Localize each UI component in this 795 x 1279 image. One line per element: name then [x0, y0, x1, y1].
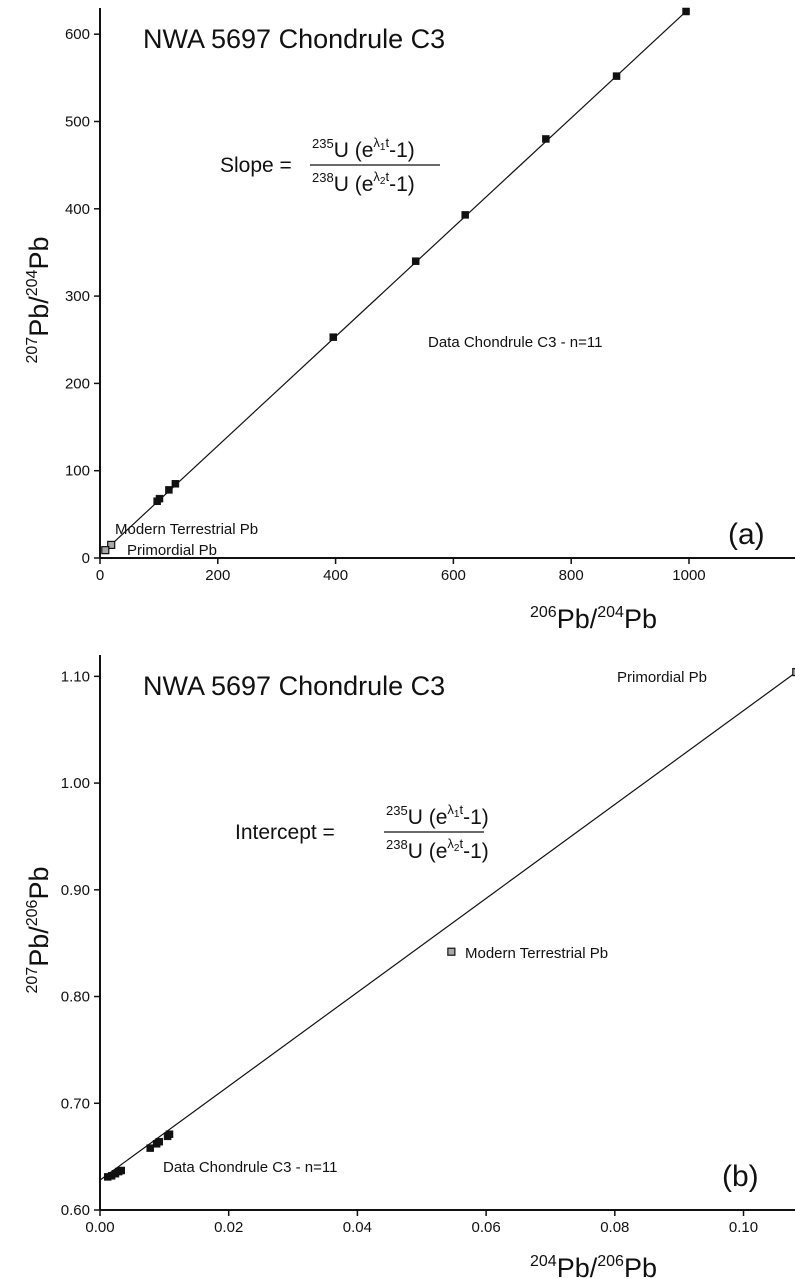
- data-point: [612, 72, 621, 80]
- chart-panel-b: 0.60 0.70 0.80 0.90 1.00 1.10 0.00 0.02 0.04 0.06…: [24, 655, 795, 1279]
- y-axis-label: 207Pb/204Pb: [24, 237, 54, 364]
- series-label: Primordial Pb: [617, 669, 707, 686]
- y-tick-label: 500: [65, 113, 90, 130]
- y-tick-label: 100: [65, 463, 90, 480]
- x-tick-label: 200: [205, 567, 230, 584]
- data-point: [117, 1166, 125, 1175]
- y-tick-label: 0.70: [61, 1095, 90, 1112]
- series-label: Modern Terrestrial Pb: [115, 521, 258, 538]
- y-tick-label: 1.10: [61, 668, 90, 685]
- x-tick-label: 0.04: [343, 1219, 372, 1236]
- y-axis-label: 207Pb/206Pb: [24, 867, 54, 994]
- y-tick-label: 0: [82, 550, 90, 567]
- x-tick-label: 600: [441, 567, 466, 584]
- formula-numerator: 235U (eλ1t-1): [312, 135, 415, 162]
- data-point: [542, 135, 550, 143]
- data-point: [165, 1130, 174, 1138]
- data-point: [411, 257, 420, 265]
- data-point: [155, 1137, 163, 1146]
- data-point: [171, 480, 180, 488]
- x-tick-label: 0.08: [600, 1219, 629, 1236]
- data-point: [682, 7, 690, 16]
- x-tick-label: 1000: [672, 567, 705, 584]
- series-label: Data Chondrule C3 - n=11: [428, 334, 602, 351]
- x-tick-label: 0.00: [85, 1219, 114, 1236]
- y-tick-label: 200: [65, 375, 90, 392]
- x-tick-label: 800: [559, 567, 584, 584]
- series-label: Modern Terrestrial Pb: [465, 945, 608, 962]
- x-tick-label: 0: [96, 567, 104, 584]
- reference-point: [101, 546, 110, 555]
- formula-lhs: Intercept =: [235, 821, 335, 844]
- data-point: [329, 333, 337, 341]
- y-tick-label: 1.00: [61, 775, 90, 792]
- formula-numerator: 235U (eλ1t-1): [386, 802, 489, 829]
- chart-title: NWA 5697 Chondrule C3: [143, 671, 445, 701]
- chart-title: NWA 5697 Chondrule C3: [143, 24, 445, 54]
- formula-lhs: Slope =: [220, 154, 292, 177]
- regression-line: [104, 11, 687, 551]
- reference-point: [107, 540, 116, 550]
- x-axis-label: 206Pb/204Pb: [530, 604, 657, 634]
- formula-denominator: 238U (eλ2t-1): [386, 836, 489, 863]
- chart-panel-a: 0 100 200 300 400 500 600 0 200 400 600 800 1000 Data…: [24, 7, 795, 634]
- data-point: [155, 494, 164, 503]
- data-point: [165, 486, 173, 494]
- regression-line: [99, 672, 795, 1181]
- reference-point: [792, 667, 795, 677]
- x-tick-label: 0.02: [214, 1219, 243, 1236]
- panel-label: (a): [728, 518, 765, 551]
- y-tick-label: 600: [65, 26, 90, 43]
- series-label: Data Chondrule C3 - n=11: [163, 1159, 337, 1176]
- data-point: [461, 211, 469, 219]
- x-axis-label: 204Pb/206Pb: [530, 1253, 657, 1279]
- data-point: [146, 1144, 154, 1152]
- x-tick-label: 0.06: [472, 1219, 501, 1236]
- y-tick-label: 300: [65, 288, 90, 305]
- formula-denominator: 238U (eλ2t-1): [312, 169, 415, 196]
- y-tick-label: 0.90: [61, 882, 90, 899]
- panel-label: (b): [722, 1160, 759, 1193]
- series-label: Primordial Pb: [127, 542, 217, 559]
- x-tick-label: 0.10: [729, 1219, 758, 1236]
- y-tick-label: 0.80: [61, 989, 90, 1006]
- x-tick-label: 400: [323, 567, 348, 584]
- y-tick-label: 0.60: [61, 1202, 90, 1219]
- reference-point: [447, 947, 456, 956]
- y-tick-label: 400: [65, 201, 90, 218]
